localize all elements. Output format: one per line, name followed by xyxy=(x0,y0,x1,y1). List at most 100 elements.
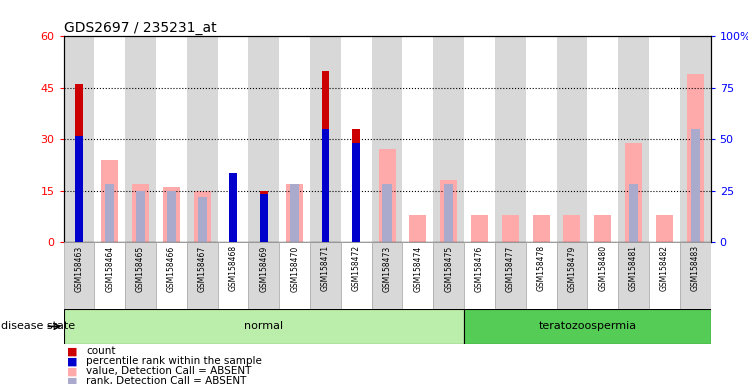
Bar xyxy=(187,242,218,309)
Bar xyxy=(471,215,488,242)
Text: value, Detection Call = ABSENT: value, Detection Call = ABSENT xyxy=(86,366,251,376)
Text: GSM158463: GSM158463 xyxy=(75,245,84,291)
Bar xyxy=(618,36,649,242)
Text: GSM158475: GSM158475 xyxy=(444,245,453,291)
Bar xyxy=(502,215,519,242)
Bar xyxy=(382,184,392,242)
Text: GSM158476: GSM158476 xyxy=(475,245,484,291)
Bar xyxy=(229,174,237,242)
Bar xyxy=(248,36,279,242)
Bar xyxy=(526,36,557,242)
Text: GDS2697 / 235231_at: GDS2697 / 235231_at xyxy=(64,21,216,35)
Bar xyxy=(587,36,618,242)
Bar xyxy=(402,242,433,309)
Bar xyxy=(94,242,125,309)
Text: GSM158479: GSM158479 xyxy=(568,245,577,291)
Text: ■: ■ xyxy=(67,346,78,356)
Text: GSM158480: GSM158480 xyxy=(598,245,607,291)
Text: count: count xyxy=(86,346,115,356)
Bar xyxy=(194,190,211,242)
Text: GSM158477: GSM158477 xyxy=(506,245,515,291)
Bar xyxy=(618,242,649,309)
Text: ■: ■ xyxy=(67,356,78,366)
Bar xyxy=(625,142,642,242)
Bar xyxy=(167,190,176,242)
Bar xyxy=(341,242,372,309)
Bar xyxy=(248,242,279,309)
Bar xyxy=(649,36,680,242)
Text: GSM158466: GSM158466 xyxy=(167,245,176,291)
Bar xyxy=(75,136,83,242)
Bar xyxy=(433,242,464,309)
Bar xyxy=(105,184,114,242)
Text: ■: ■ xyxy=(67,376,78,384)
Bar xyxy=(441,180,457,242)
Bar xyxy=(64,36,94,242)
Bar xyxy=(352,142,360,242)
Bar xyxy=(526,242,557,309)
Text: GSM158474: GSM158474 xyxy=(414,245,423,291)
Text: ■: ■ xyxy=(67,366,78,376)
Bar xyxy=(557,242,587,309)
Bar xyxy=(279,36,310,242)
Text: GSM158478: GSM158478 xyxy=(536,245,545,291)
Bar xyxy=(260,194,268,242)
Bar xyxy=(402,36,433,242)
Bar xyxy=(125,36,156,242)
Bar xyxy=(75,84,83,242)
FancyBboxPatch shape xyxy=(464,309,711,344)
Bar xyxy=(595,215,611,242)
Bar xyxy=(533,215,550,242)
Text: GSM158481: GSM158481 xyxy=(629,245,638,291)
Bar xyxy=(101,160,118,242)
Bar xyxy=(286,184,303,242)
Text: disease state: disease state xyxy=(1,321,76,331)
Text: percentile rank within the sample: percentile rank within the sample xyxy=(86,356,262,366)
Bar xyxy=(409,215,426,242)
Bar xyxy=(132,184,149,242)
Text: GSM158467: GSM158467 xyxy=(197,245,206,291)
Text: GSM158468: GSM158468 xyxy=(229,245,238,291)
Text: normal: normal xyxy=(245,321,283,331)
Bar xyxy=(322,71,329,242)
Bar xyxy=(136,190,145,242)
Bar xyxy=(649,242,680,309)
Bar xyxy=(464,36,495,242)
Text: GSM158482: GSM158482 xyxy=(660,245,669,291)
Bar xyxy=(156,242,187,309)
Bar xyxy=(680,36,711,242)
Bar xyxy=(690,129,700,242)
Bar xyxy=(197,197,207,242)
FancyBboxPatch shape xyxy=(64,309,464,344)
Bar xyxy=(229,174,237,242)
Text: GSM158471: GSM158471 xyxy=(321,245,330,291)
Bar xyxy=(495,242,526,309)
Text: GSM158470: GSM158470 xyxy=(290,245,299,291)
Bar xyxy=(352,129,360,242)
Bar xyxy=(656,215,673,242)
Bar xyxy=(94,36,125,242)
Bar xyxy=(372,36,402,242)
Text: teratozoospermia: teratozoospermia xyxy=(539,321,637,331)
Bar xyxy=(218,36,248,242)
Bar xyxy=(187,36,218,242)
Bar xyxy=(495,36,526,242)
Text: GSM158465: GSM158465 xyxy=(136,245,145,291)
Bar xyxy=(64,242,94,309)
Bar xyxy=(341,36,372,242)
Bar xyxy=(557,36,587,242)
Bar xyxy=(629,184,638,242)
Bar xyxy=(444,184,453,242)
Bar xyxy=(218,242,248,309)
Bar xyxy=(310,36,341,242)
Bar xyxy=(322,129,329,242)
Bar xyxy=(279,242,310,309)
Text: GSM158464: GSM158464 xyxy=(105,245,114,291)
Bar xyxy=(310,242,341,309)
Bar xyxy=(563,215,580,242)
Bar xyxy=(464,242,495,309)
Text: rank, Detection Call = ABSENT: rank, Detection Call = ABSENT xyxy=(86,376,246,384)
Bar xyxy=(433,36,464,242)
Bar xyxy=(290,184,299,242)
Bar xyxy=(587,242,618,309)
